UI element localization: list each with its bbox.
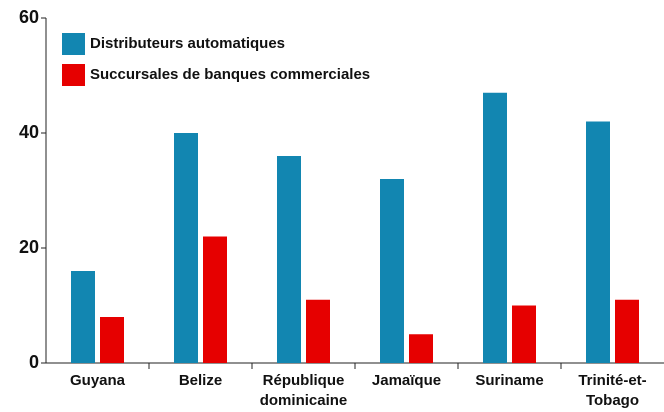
bar <box>306 299 330 363</box>
legend-label: Distributeurs automatiques <box>90 35 285 52</box>
bar <box>71 271 95 363</box>
y-tick-label: 40 <box>19 122 39 142</box>
legend-label: Succursales de banques commerciales <box>90 66 370 83</box>
bar <box>483 92 507 363</box>
x-tick-label: Suriname <box>475 372 543 389</box>
bar <box>512 305 536 363</box>
y-tick-label: 60 <box>19 7 39 27</box>
legend-swatch <box>62 64 85 86</box>
x-tick-label: Jamaïque <box>372 372 441 389</box>
bar <box>409 334 433 363</box>
legend-swatch <box>62 33 85 55</box>
x-tick-label: République dominicaine <box>260 372 348 409</box>
bar <box>100 317 124 363</box>
x-tick-label: Belize <box>179 372 222 389</box>
bar <box>203 236 227 363</box>
x-tick-label: Guyana <box>70 372 126 389</box>
bar <box>380 179 404 363</box>
bar <box>586 121 610 363</box>
y-tick-label: 0 <box>29 352 39 372</box>
y-tick-label: 20 <box>19 237 39 257</box>
bar <box>615 299 639 363</box>
bar <box>174 133 198 363</box>
x-tick-label: Trinité-et-Tobago <box>578 372 646 409</box>
bar <box>277 156 301 363</box>
